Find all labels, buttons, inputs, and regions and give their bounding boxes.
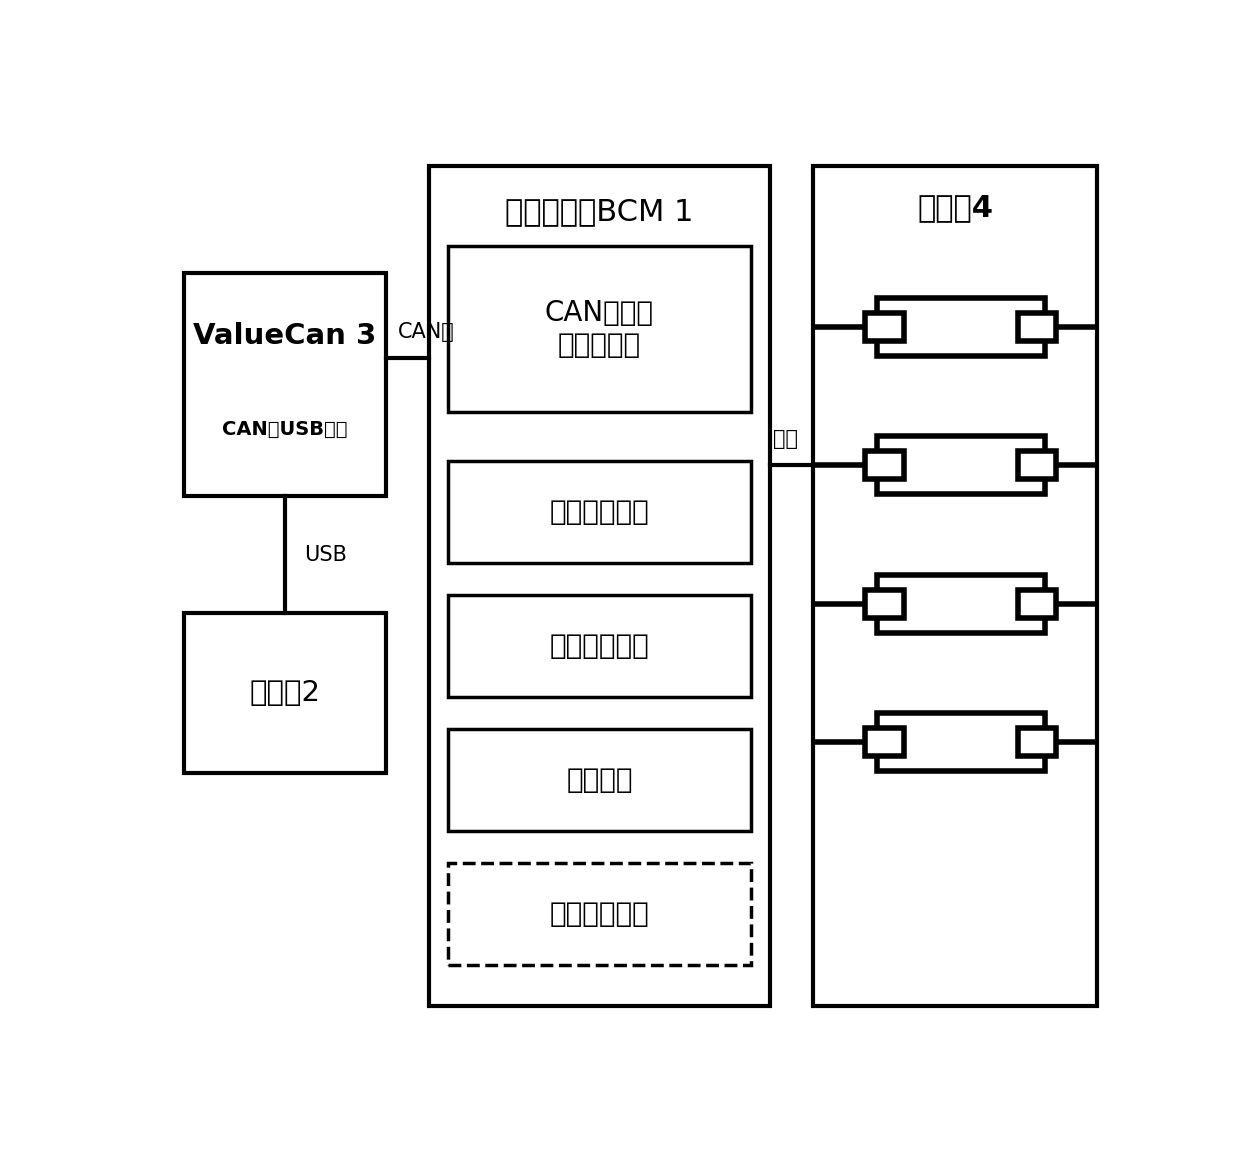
Text: ValueCan 3: ValueCan 3	[193, 321, 377, 349]
Text: 硬线: 硬线	[773, 429, 797, 449]
Bar	[448, 863, 750, 965]
Text: 车身控制器BCM 1: 车身控制器BCM 1	[505, 197, 693, 226]
Text: 负载筙4: 负载筙4	[918, 193, 993, 222]
Bar	[877, 574, 1045, 632]
Bar	[877, 713, 1045, 771]
Text: 工控机2: 工控机2	[249, 679, 320, 706]
Text: 负载功率采集: 负载功率采集	[549, 632, 650, 660]
Text: CAN总线信
号采集处理: CAN总线信 号采集处理	[544, 299, 653, 360]
Text: 负载驱动输出: 负载驱动输出	[549, 498, 650, 527]
Bar	[813, 166, 1096, 1006]
Text: USB: USB	[304, 544, 347, 565]
Bar	[1018, 728, 1056, 756]
Bar	[1018, 451, 1056, 479]
Bar	[877, 436, 1045, 494]
Bar	[448, 461, 750, 564]
Text: 数据存储: 数据存储	[567, 766, 632, 795]
Bar	[866, 728, 904, 756]
Bar	[448, 246, 750, 412]
Bar	[1018, 589, 1056, 617]
Bar	[1018, 313, 1056, 341]
Text: CAN线: CAN线	[398, 322, 455, 342]
Bar	[877, 298, 1045, 356]
Bar	[184, 274, 386, 496]
Bar	[448, 728, 750, 832]
Bar	[448, 595, 750, 697]
Bar	[866, 451, 904, 479]
Bar	[184, 612, 386, 774]
Text: CAN转USB接口: CAN转USB接口	[222, 420, 347, 438]
Text: 故障阈値计算: 故障阈値计算	[549, 900, 650, 928]
Bar	[866, 313, 904, 341]
Bar	[429, 166, 770, 1006]
Bar	[866, 589, 904, 617]
